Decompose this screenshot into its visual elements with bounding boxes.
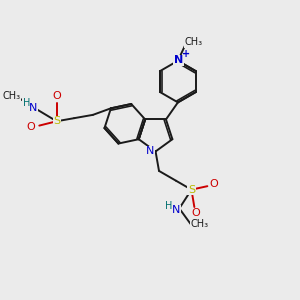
Text: O: O (209, 179, 218, 189)
Text: CH₃: CH₃ (185, 37, 203, 47)
Text: S: S (53, 116, 60, 126)
Text: N: N (174, 55, 183, 65)
Text: N: N (172, 205, 180, 215)
Text: H: H (22, 98, 30, 108)
Text: O: O (27, 122, 36, 132)
Text: H: H (165, 200, 172, 211)
Text: N: N (146, 146, 154, 156)
Text: CH₃: CH₃ (3, 91, 21, 100)
Text: N: N (29, 103, 38, 113)
Text: CH₃: CH₃ (190, 219, 208, 229)
Text: +: + (182, 49, 190, 58)
Text: O: O (52, 91, 61, 101)
Text: O: O (191, 208, 200, 218)
Text: S: S (188, 185, 195, 195)
